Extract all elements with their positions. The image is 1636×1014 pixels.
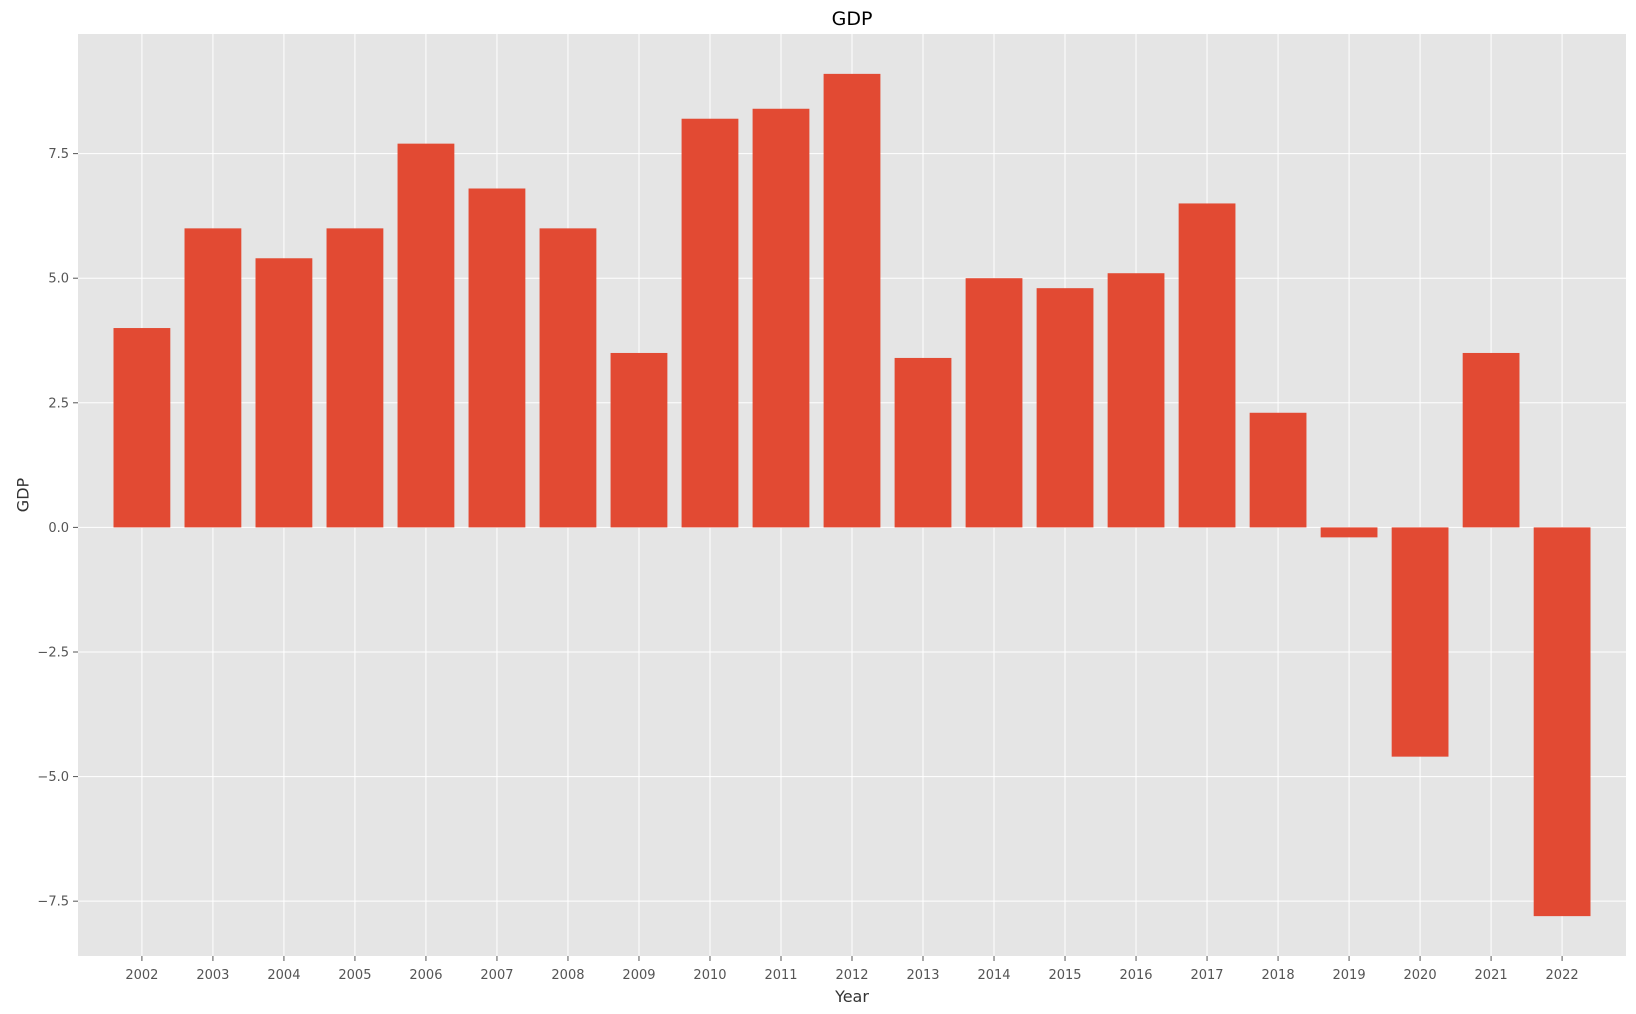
bar-2007 <box>468 188 526 528</box>
x-tick-label: 2011 <box>764 968 797 983</box>
y-axis-ticks: −7.5 −5.0 −2.5 0.0 2.5 5.0 7.5 <box>37 147 78 910</box>
x-tick-label: 2020 <box>1404 968 1437 983</box>
y-tick-label: 7.5 <box>48 147 69 162</box>
bar-2006 <box>397 143 455 528</box>
x-tick-label: 2003 <box>196 968 229 983</box>
x-tick-label: 2019 <box>1333 968 1366 983</box>
y-tick-label: 2.5 <box>48 396 69 411</box>
x-tick-label: 2002 <box>125 968 158 983</box>
bar-2017 <box>1178 203 1236 528</box>
x-tick-label: 2013 <box>906 968 939 983</box>
y-tick-label: −7.5 <box>37 895 69 910</box>
chart-title: GDP <box>832 8 873 30</box>
bar-2014 <box>965 278 1023 528</box>
x-tick-label: 2012 <box>835 968 868 983</box>
bar-2011 <box>752 108 810 528</box>
y-axis-label: GDP <box>14 477 33 512</box>
x-tick-label: 2008 <box>551 968 584 983</box>
bar-2012 <box>823 73 881 528</box>
bar-2010 <box>681 118 739 528</box>
bar-2003 <box>184 228 242 528</box>
bar-2008 <box>539 228 597 528</box>
x-tick-label: 2021 <box>1475 968 1508 983</box>
x-tick-label: 2016 <box>1119 968 1152 983</box>
bar-2018 <box>1249 412 1307 528</box>
bar-2013 <box>894 357 952 528</box>
bar-2021 <box>1462 352 1520 528</box>
bar-2016 <box>1107 273 1165 528</box>
bar-2009 <box>610 352 668 528</box>
x-tick-label: 2022 <box>1546 968 1579 983</box>
bar-2020 <box>1391 527 1449 757</box>
x-tick-label: 2015 <box>1048 968 1081 983</box>
x-tick-label: 2018 <box>1262 968 1295 983</box>
bar-2004 <box>255 258 313 528</box>
bar-2022 <box>1533 527 1591 917</box>
x-tick-label: 2017 <box>1190 968 1223 983</box>
bar-2019 <box>1320 527 1378 538</box>
bar-2015 <box>1036 288 1094 528</box>
x-tick-label: 2014 <box>977 968 1010 983</box>
x-axis-ticks: 2002 2003 2004 2005 2006 2007 2008 2009 2010 2011… <box>125 956 1579 983</box>
bar-2002 <box>113 328 171 528</box>
bar-2005 <box>326 228 384 528</box>
x-tick-label: 2007 <box>480 968 513 983</box>
x-tick-label: 2005 <box>338 968 371 983</box>
y-tick-label: 0.0 <box>48 521 69 536</box>
y-tick-label: −2.5 <box>37 645 69 660</box>
x-tick-label: 2009 <box>622 968 655 983</box>
x-tick-label: 2010 <box>693 968 726 983</box>
y-tick-label: −5.0 <box>37 770 69 785</box>
y-tick-label: 5.0 <box>48 272 69 287</box>
x-axis-label: Year <box>834 987 869 1006</box>
bars <box>113 73 1591 917</box>
x-tick-label: 2004 <box>267 968 300 983</box>
x-tick-label: 2006 <box>409 968 442 983</box>
